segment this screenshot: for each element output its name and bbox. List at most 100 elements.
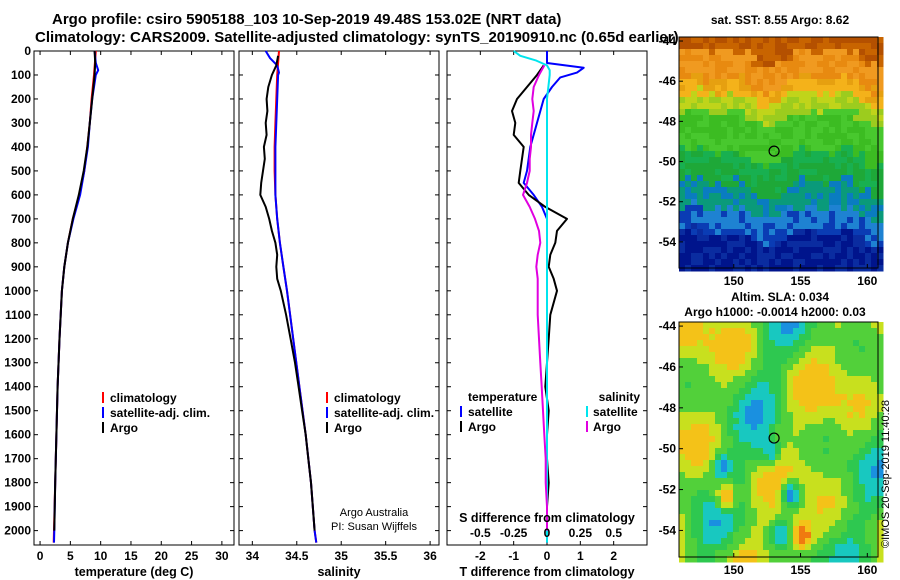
map-cell: [745, 91, 752, 98]
map-cell: [745, 334, 752, 341]
map-cell: [877, 382, 884, 389]
map-cell: [847, 199, 854, 206]
map-cell: [787, 406, 794, 413]
map-cell: [685, 442, 692, 449]
y-tick-label: 800: [11, 236, 31, 250]
map-cell: [805, 496, 812, 503]
map-cell: [757, 466, 764, 473]
y-tick-label: 600: [11, 188, 31, 202]
map-cell: [751, 139, 758, 146]
map-cell: [823, 127, 830, 134]
map-cell: [679, 115, 686, 122]
map-cell: [793, 61, 800, 68]
map-cell: [841, 520, 848, 527]
map-cell: [751, 241, 758, 248]
map-cell: [769, 532, 776, 539]
map-cell: [697, 484, 704, 491]
map-cell: [757, 121, 764, 128]
map-cell: [709, 85, 716, 92]
map-cell: [751, 157, 758, 164]
map-cell: [853, 127, 860, 134]
map-cell: [757, 175, 764, 182]
map-cell: [781, 73, 788, 80]
map-cell: [697, 169, 704, 176]
map-cell: [685, 328, 692, 335]
map-cell: [793, 97, 800, 104]
map-cell: [757, 157, 764, 164]
map-cell: [805, 85, 812, 92]
map-cell: [715, 502, 722, 509]
map-cell: [745, 400, 752, 407]
map-cell: [745, 217, 752, 224]
map-cell: [733, 127, 740, 134]
map-cell: [775, 526, 782, 533]
map-cell: [841, 448, 848, 455]
map-cell: [781, 538, 788, 545]
map-cell: [799, 490, 806, 497]
map-cell: [847, 466, 854, 473]
legend-label: satellite: [593, 405, 638, 419]
map-cell: [847, 382, 854, 389]
map-cell: [703, 424, 710, 431]
map-cell: [679, 97, 686, 104]
map-cell: [847, 91, 854, 98]
map-cell: [817, 394, 824, 401]
map-cell: [835, 169, 842, 176]
map-cell: [685, 322, 692, 329]
map-cell: [811, 67, 818, 74]
map-cell: [823, 334, 830, 341]
sla-map-title-1: Altim. SLA: 0.034: [731, 290, 829, 304]
map-cell: [733, 538, 740, 545]
map-cell: [865, 253, 872, 260]
map-cell: [877, 199, 884, 206]
map-cell: [877, 334, 884, 341]
map-cell: [727, 430, 734, 437]
map-cell: [847, 430, 854, 437]
map-cell: [733, 340, 740, 347]
map-cell: [691, 211, 698, 218]
map-cell: [817, 454, 824, 461]
map-cell: [703, 175, 710, 182]
map-cell: [781, 340, 788, 347]
map-cell: [679, 322, 686, 329]
map-cell: [805, 424, 812, 431]
map-cell: [865, 85, 872, 92]
map-cell: [685, 454, 692, 461]
map-cell: [751, 175, 758, 182]
map-cell: [679, 253, 686, 260]
legend-label: climatology: [334, 391, 401, 405]
map-cell: [835, 436, 842, 443]
map-cell: [679, 205, 686, 212]
map-cell: [679, 526, 686, 533]
map-cell: [757, 538, 764, 545]
map-cell: [841, 97, 848, 104]
map-cell: [727, 412, 734, 419]
map-cell: [835, 376, 842, 383]
map-cell: [715, 223, 722, 230]
map-cell: [721, 538, 728, 545]
map-cell: [853, 490, 860, 497]
map-cell: [715, 484, 722, 491]
map-cell: [829, 67, 836, 74]
map-cell: [721, 85, 728, 92]
map-cell: [793, 229, 800, 236]
map-x-tick-label: 150: [724, 274, 744, 288]
map-cell: [847, 376, 854, 383]
map-cell: [841, 484, 848, 491]
map-cell: [727, 496, 734, 503]
map-cell: [727, 346, 734, 353]
map-cell: [865, 97, 872, 104]
map-cell: [709, 199, 716, 206]
map-cell: [847, 97, 854, 104]
map-cell: [745, 370, 752, 377]
map-cell: [769, 253, 776, 260]
map-cell: [703, 121, 710, 128]
map-cell: [847, 175, 854, 182]
map-cell: [733, 103, 740, 110]
map-cell: [811, 496, 818, 503]
map-cell: [793, 181, 800, 188]
map-cell: [865, 490, 872, 497]
map-cell: [745, 466, 752, 473]
map-cell: [703, 406, 710, 413]
map-cell: [871, 121, 878, 128]
